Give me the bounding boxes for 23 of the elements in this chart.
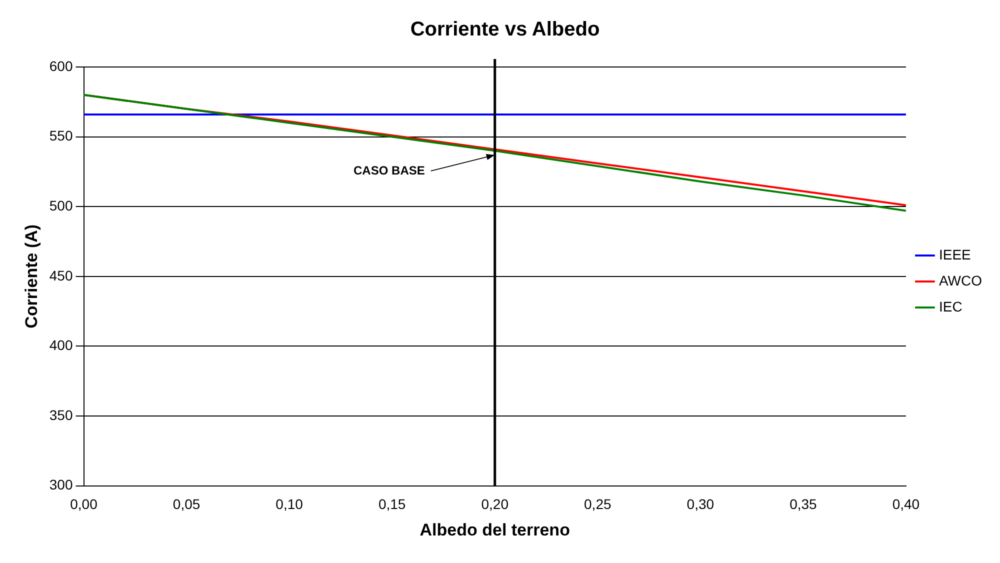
x-tick-label: 0,30 (686, 496, 714, 512)
x-tick-label: 0,10 (276, 496, 304, 512)
y-tick-label: 350 (49, 406, 73, 423)
y-tick-label: 550 (49, 128, 73, 144)
y-tick-label: 500 (49, 197, 73, 214)
x-axis-title: Albedo del terreno (420, 520, 570, 540)
y-tick-label: 600 (49, 58, 73, 74)
annotation: CASO BASE (354, 163, 425, 178)
chart-title: Corriente vs Albedo (410, 18, 600, 41)
y-tick-label: 300 (49, 476, 73, 493)
legend-label: AWCO (938, 272, 982, 288)
legend-label: IEC (938, 298, 962, 314)
x-tick-label: 0,00 (70, 496, 98, 512)
x-tick-label: 0,15 (378, 496, 406, 512)
x-tick-label: 0,35 (790, 496, 818, 512)
x-tick-label: 0,20 (481, 496, 509, 512)
x-tick-label: 0,40 (892, 496, 920, 512)
y-tick-label: 400 (49, 337, 73, 354)
y-tick-label: 450 (49, 267, 73, 284)
x-tick-label: 0,05 (172, 496, 200, 512)
legend-label: IEEE (938, 246, 971, 262)
y-axis-title: Corriente (A) (22, 224, 41, 328)
x-tick-label: 0,25 (584, 496, 612, 512)
